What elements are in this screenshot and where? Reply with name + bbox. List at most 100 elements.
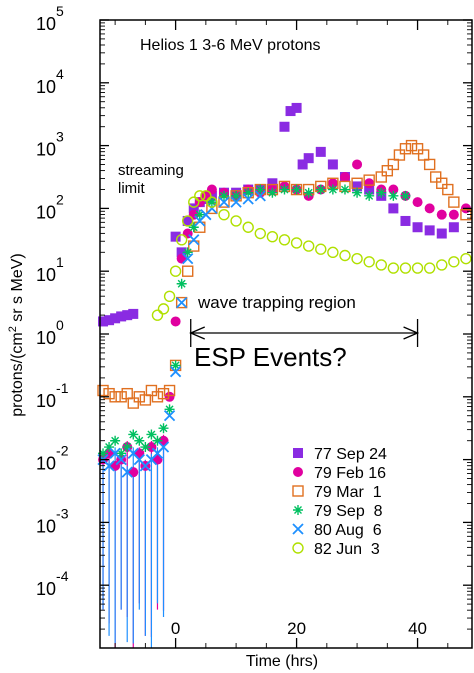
series-2 (97, 139, 472, 409)
data-point (364, 190, 375, 201)
data-point (243, 187, 254, 198)
y-tick-label: 105 (36, 3, 64, 34)
data-point (170, 360, 181, 371)
legend-marker (292, 542, 304, 554)
data-point (315, 146, 326, 157)
data-point (297, 159, 308, 170)
legend-label: 79 Feb 16 (314, 465, 386, 482)
legend-marker (293, 467, 303, 477)
data-point (170, 316, 181, 327)
data-point (375, 259, 387, 271)
data-point (152, 435, 163, 446)
data-point (194, 190, 206, 202)
data-point (182, 215, 194, 227)
data-point (303, 153, 314, 164)
data-point (388, 184, 399, 195)
data-point (387, 158, 400, 171)
data-point (188, 222, 199, 233)
data-point (200, 190, 212, 202)
data-point (376, 187, 387, 198)
data-point (388, 190, 399, 201)
axis-ticks: 105 104 103 102 101 100 10-1 10-2 10-3 10-4 0 20 40 (36, 3, 472, 648)
data-point (448, 196, 460, 208)
data-point (182, 215, 193, 226)
data-point (139, 394, 152, 406)
x-tick-label: 0 (171, 619, 180, 638)
data-point (285, 106, 296, 117)
data-point (122, 310, 133, 321)
data-point (164, 391, 175, 402)
data-point (133, 391, 146, 403)
data-point (140, 442, 151, 453)
data-point (188, 203, 199, 214)
data-point (388, 203, 399, 214)
data-point (448, 209, 459, 220)
data-points (97, 102, 472, 478)
data-point (151, 391, 164, 403)
legend-label: 80 Aug 6 (314, 522, 382, 539)
y-tick-label: 10-1 (36, 380, 69, 411)
data-point (339, 184, 350, 195)
data-point (279, 184, 290, 195)
data-point (400, 190, 411, 201)
x-tick-label: 40 (408, 619, 427, 638)
data-point (115, 453, 127, 466)
data-point (176, 296, 188, 309)
y-tick-label: 102 (36, 191, 64, 222)
data-point (430, 171, 442, 183)
data-point (411, 262, 424, 274)
data-point (163, 290, 176, 303)
data-point (460, 252, 472, 265)
data-point (218, 208, 230, 221)
legend-item: 79 Mar 1 (292, 484, 382, 501)
data-point (351, 252, 363, 265)
data-point (448, 256, 460, 268)
data-point (290, 237, 303, 249)
legend-marker (292, 485, 304, 497)
data-point (121, 387, 133, 400)
data-point (278, 234, 291, 246)
legend-item: 79 Feb 16 (293, 465, 386, 482)
data-point (206, 184, 217, 195)
annotation-streaming: streaming (118, 162, 184, 179)
data-point (128, 429, 139, 440)
data-point (436, 177, 448, 189)
annotation-wave-trapping: wave trapping region (197, 293, 356, 312)
legend-label: 79 Mar 1 (314, 484, 382, 501)
legend-label: 77 Sep 24 (314, 446, 387, 463)
x-axis-label: Time (hrs) (246, 653, 318, 670)
data-point (104, 315, 115, 326)
data-point (242, 221, 254, 233)
data-point (411, 143, 424, 155)
data-point (97, 384, 109, 397)
data-point (151, 309, 164, 321)
data-point (104, 442, 115, 453)
data-point (116, 311, 127, 322)
y-axis-label-tail: sr s MeV) (9, 253, 26, 326)
data-point (110, 435, 121, 446)
data-point (436, 259, 448, 271)
data-point (157, 303, 170, 315)
data-point (291, 102, 302, 113)
data-point (436, 228, 447, 239)
y-tick-label: 104 (36, 66, 64, 97)
annotation-esp-events: ESP Events? (194, 342, 347, 372)
series-5 (151, 190, 472, 321)
data-point (206, 196, 218, 208)
data-point (303, 187, 314, 198)
data-point (267, 178, 278, 189)
data-point (254, 227, 266, 240)
data-point (182, 247, 193, 258)
data-point (146, 429, 157, 440)
data-point (291, 184, 302, 195)
data-point (339, 172, 350, 182)
data-point (417, 149, 430, 161)
data-point (279, 121, 290, 132)
data-point (110, 313, 121, 324)
data-point (127, 397, 139, 409)
legend-label: 82 Jun 3 (314, 541, 380, 558)
data-point (122, 442, 133, 453)
data-point (339, 249, 351, 262)
data-point (182, 265, 194, 277)
data-point (327, 178, 338, 189)
